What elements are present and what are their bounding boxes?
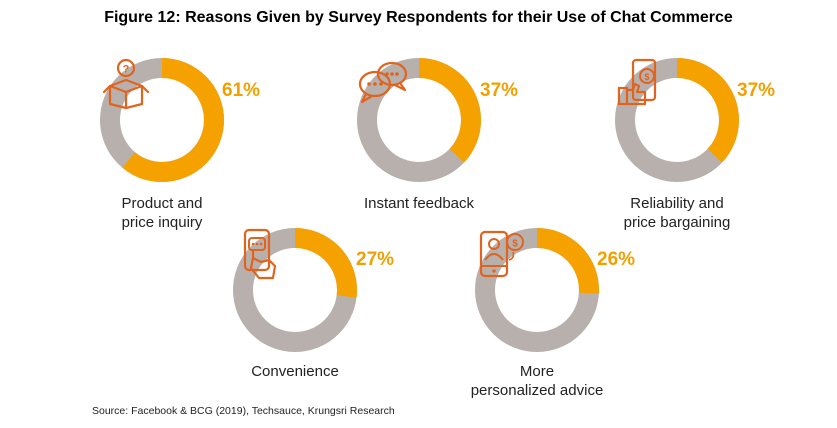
category-label-line: price inquiry (121, 214, 203, 231)
category-label-line: Reliability and (630, 195, 724, 212)
category-label-line: personalized advice (470, 382, 604, 399)
donut-value-arc (475, 228, 599, 352)
category-label: Reliability and price bargaining (592, 194, 762, 232)
category-label: Convenience (210, 362, 380, 381)
category-label-line: price bargaining (623, 214, 731, 231)
phone-person-dollar-icon: $ (479, 230, 524, 278)
phone-thumbs-up-icon: $ (617, 58, 657, 106)
svg-text:?: ? (123, 64, 130, 76)
percent-label: 27% (356, 249, 395, 270)
source-note: Source: Facebook & BCG (2019), Techsauce… (92, 405, 395, 417)
percent-label: 37% (737, 80, 776, 101)
category-label-line: More (519, 363, 555, 380)
donut-chart (357, 58, 481, 182)
donut-value-arc (615, 58, 739, 182)
chart-title: Figure 12: Reasons Given by Survey Respo… (104, 9, 733, 26)
category-label: Product and price inquiry (77, 194, 247, 232)
category-label: Instant feedback (334, 194, 504, 213)
chat-bubbles-icon (358, 61, 408, 104)
category-label: More personalized advice (452, 362, 622, 400)
hand-phone-icon (243, 228, 277, 280)
percent-label: 61% (222, 80, 261, 101)
donut-value-arc (357, 58, 481, 182)
donut-chart: ? (100, 58, 224, 182)
category-label-line: Product and (121, 195, 203, 212)
svg-text:$: $ (644, 72, 649, 82)
donut-chart (233, 228, 357, 352)
svg-text:$: $ (512, 239, 518, 250)
percent-label: 37% (480, 80, 519, 101)
donut-value-arc (100, 58, 224, 182)
category-label-line: Convenience (251, 363, 339, 380)
box-question-icon: ? (102, 58, 150, 110)
category-label-line: Instant feedback (363, 195, 475, 212)
donut-chart: $ (615, 58, 739, 182)
donut-value-arc (233, 228, 357, 352)
percent-label: 26% (597, 249, 636, 270)
donut-chart: $ (475, 228, 599, 352)
